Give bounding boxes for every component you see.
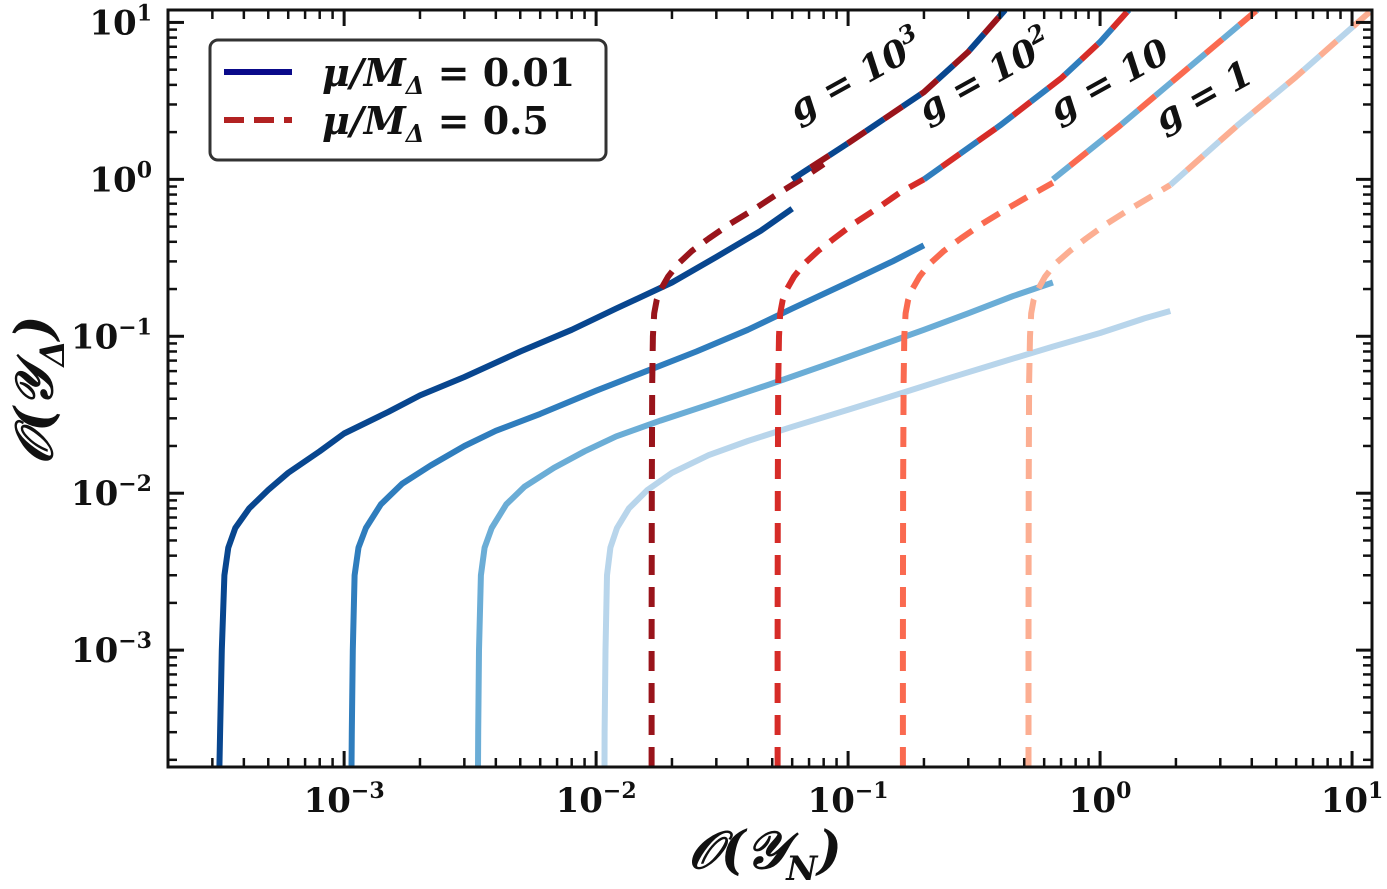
series-line-9-b [922, 10, 1132, 182]
series-line-1 [348, 242, 926, 767]
legend-entry-1: μ/MΔ = 0.5 [322, 98, 549, 148]
series-layer [216, 10, 1372, 767]
series-line-0 [216, 206, 794, 767]
y-axis-label: 𝒪(𝒴Δ) [4, 315, 73, 464]
x-tick-labels: 10−3 10−2 10−1 100 101 [304, 778, 1384, 821]
y-tick-label: 10−3 [71, 628, 152, 671]
series-line-7 [1025, 182, 1172, 767]
x-tick-label: 10−2 [556, 778, 637, 821]
y-tick-label: 101 [89, 0, 152, 43]
series-line-5 [774, 176, 926, 767]
series-line-3 [601, 308, 1172, 767]
series-line-8-a [790, 10, 1008, 182]
x-tick-label: 101 [1321, 778, 1384, 821]
series-line-10-a [1051, 10, 1260, 182]
x-tick-label: 10−3 [304, 778, 385, 821]
series-line-10-b [1051, 10, 1260, 182]
x-axis-label: 𝒪(𝒴N) [688, 820, 842, 889]
series-line-8-b [790, 10, 1008, 182]
x-tick-label: 10−1 [808, 778, 889, 821]
plot-frame [166, 8, 1374, 769]
legend: μ/MΔ = 0.01 μ/MΔ = 0.5 [208, 38, 608, 162]
series-line-11-b [1168, 10, 1372, 188]
series-line-6 [899, 180, 1055, 767]
major-ticks [168, 10, 1372, 767]
y-tick-label: 100 [89, 157, 152, 200]
x-tick-label: 100 [1069, 778, 1132, 821]
series-line-2 [475, 279, 1054, 767]
y-tick-label: 10−1 [71, 314, 152, 357]
series-line-4 [648, 161, 826, 767]
series-line-9-a [922, 10, 1132, 182]
legend-frame [208, 38, 608, 162]
series-line-11-a [1168, 10, 1372, 188]
legend-entry-0: μ/MΔ = 0.01 [322, 50, 575, 100]
y-tick-label: 10−2 [71, 471, 152, 514]
y-tick-labels: 10−3 10−2 10−1 100 101 [71, 0, 152, 671]
